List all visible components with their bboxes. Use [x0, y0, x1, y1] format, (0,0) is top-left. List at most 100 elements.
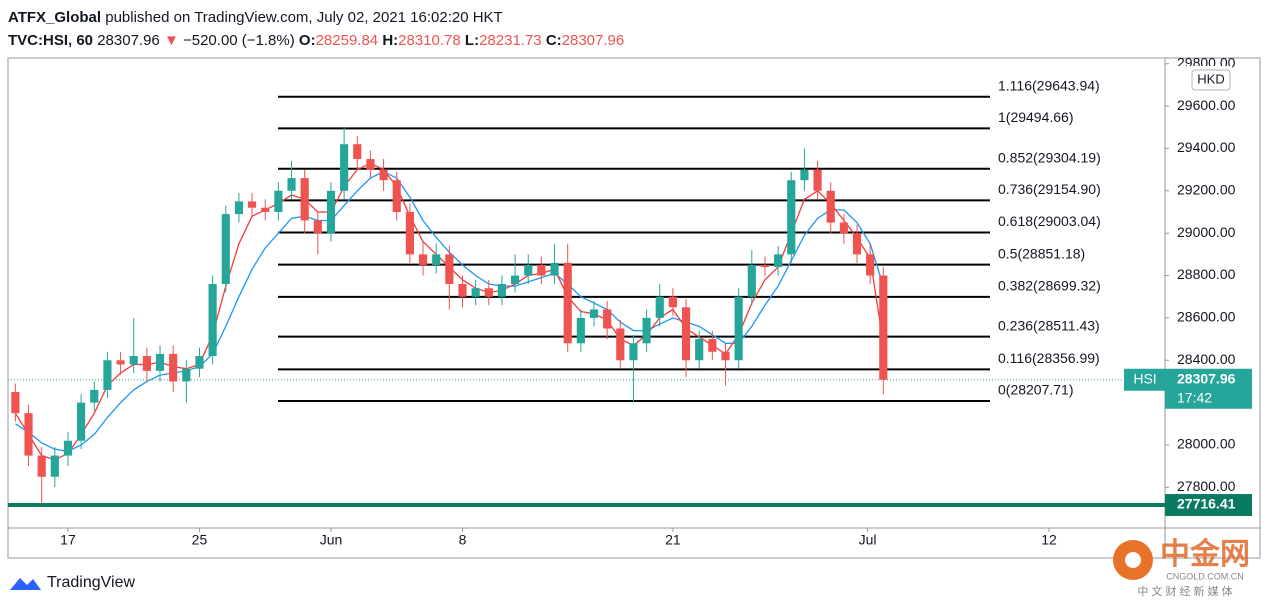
candle-body [774, 254, 783, 268]
watermark-icon-inner [1125, 552, 1141, 568]
logo-text: TradingView [47, 574, 135, 591]
candle-body [721, 351, 730, 361]
candle-body [800, 169, 809, 181]
price-line-label: 27716.41 [1177, 496, 1236, 512]
last-price-label: 28307.96 [1177, 370, 1236, 386]
candle-body [392, 180, 401, 212]
candle-body [458, 283, 467, 297]
countdown: 17:42 [1177, 389, 1212, 405]
candle-body [879, 275, 888, 380]
candle-body [484, 288, 493, 297]
candle-body [182, 368, 191, 382]
publish-line: ATFX_Global published on TradingView.com… [8, 6, 624, 29]
candle-body [379, 169, 388, 181]
ohlc-value: 28231.73 [479, 32, 542, 49]
x-tick-label: 21 [665, 532, 681, 548]
candle-body [90, 389, 99, 403]
watermark-sub: 中 文 财 经 新 媒 体 [1137, 584, 1232, 598]
y-tick-label: 28400.00 [1177, 351, 1236, 367]
currency: HKD [1197, 71, 1224, 86]
ohlc-key: C: [545, 32, 562, 49]
candle-body [668, 296, 677, 308]
candle-body [287, 178, 296, 191]
candle-body [655, 296, 664, 318]
x-tick-label: 12 [1041, 532, 1057, 548]
last: 28307.96 [97, 32, 160, 49]
candle-body [813, 169, 822, 191]
header: ATFX_Global published on TradingView.com… [8, 6, 624, 52]
candle-body [11, 392, 20, 414]
candle-body [747, 264, 756, 297]
candle-body [524, 264, 533, 276]
candle-body [511, 275, 520, 284]
ohlc-value: 28310.78 [398, 32, 461, 49]
candle-body [405, 211, 414, 255]
fib-label: 1.116(29643.94) [998, 77, 1100, 93]
arrow: ▼ [163, 32, 179, 49]
candle-body [261, 207, 270, 212]
candle-body [24, 413, 33, 456]
ohlc-key: L: [464, 32, 480, 49]
y-tick-label: 28600.00 [1177, 309, 1236, 325]
y-tick-label: 29200.00 [1177, 182, 1236, 198]
change: −520.00 (−1.8%) [182, 32, 295, 49]
candle-body [221, 214, 230, 284]
candle-body [326, 190, 336, 234]
candle-body [445, 254, 454, 284]
y-tick-label: 27800.00 [1177, 478, 1236, 494]
fib-label: 0(28207.71) [998, 382, 1074, 398]
candle-body [497, 283, 507, 297]
candle-body [50, 455, 59, 477]
moving-average [14, 162, 884, 461]
candle-body [576, 317, 585, 344]
x-tick-label: 25 [192, 532, 208, 548]
symbol: TVC:HSI, 60 [8, 32, 94, 49]
y-tick-label: 29000.00 [1177, 224, 1236, 240]
candle-body [313, 220, 322, 234]
publisher: ATFX_Global [8, 9, 102, 26]
fib-label: 0.382(28699.32) [998, 278, 1101, 294]
candle-body [826, 190, 835, 223]
candle-body [471, 288, 480, 297]
candle-body [353, 144, 362, 160]
ohlc-value: 28307.96 [561, 32, 625, 49]
ohlc-key: O: [298, 32, 316, 49]
candle-body [208, 283, 217, 357]
watermark: 中金网 CNGOLD.COM.CN 中 文 财 经 新 媒 体 [1113, 537, 1250, 598]
y-tick-label: 29600.00 [1177, 97, 1236, 113]
currency-badge [1191, 69, 1231, 91]
symbol-line: TVC:HSI, 60 28307.96 ▼ −520.00 (−1.8%) O… [8, 29, 624, 52]
symbol-label-bg [1124, 368, 1165, 391]
candle-body [248, 201, 257, 208]
candle-body [852, 233, 862, 255]
candle-body [169, 353, 178, 382]
candle-body [432, 254, 441, 265]
candle-body [563, 262, 572, 344]
y-tick-label: 28000.00 [1177, 436, 1236, 452]
fib-label: 0.5(28851.18) [998, 245, 1085, 261]
fib-label: 0.852(29304.19) [998, 149, 1101, 165]
fib-label: 0.116(28356.99) [998, 350, 1100, 366]
candle-body [695, 339, 704, 361]
x-tick-label: 8 [459, 532, 467, 548]
last-price-label-bg [1165, 368, 1252, 409]
price-line-label-bg [1165, 494, 1252, 517]
ohlc-key: H: [382, 32, 399, 49]
candle-body [734, 296, 743, 361]
ohlc-value: 28259.84 [315, 32, 379, 49]
overlay: 27716.41 HSI 28307.96 17:42 [1124, 368, 1252, 517]
candle-body [234, 201, 244, 215]
fib-label: 0.736(29154.90) [998, 181, 1101, 197]
y-tick-label: 28800.00 [1177, 266, 1236, 282]
candle-body [642, 317, 651, 344]
candle-body [63, 440, 73, 456]
candle-body [142, 356, 151, 371]
tradingview-logo: TradingView [10, 574, 135, 591]
candle-body [116, 360, 125, 365]
candle-body [550, 262, 559, 276]
y-tick-label: 29400.00 [1177, 139, 1236, 155]
watermark-url: CNGOLD.COM.CN [1166, 571, 1244, 581]
candle-body [195, 356, 204, 369]
candle-body [603, 309, 612, 329]
